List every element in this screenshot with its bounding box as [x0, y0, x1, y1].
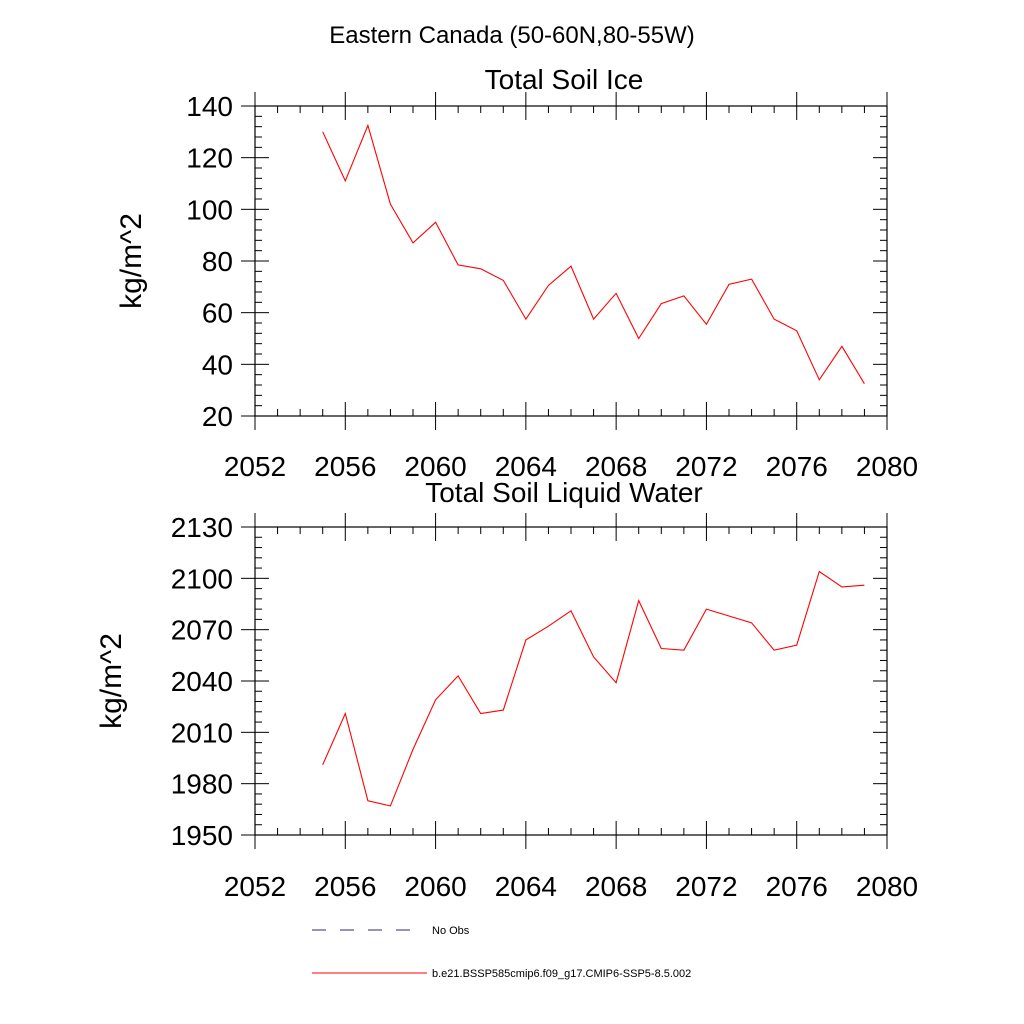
- y-tick-label: 100: [186, 194, 233, 225]
- x-tick-label: 2076: [766, 451, 828, 482]
- x-tick-label: 2080: [856, 871, 918, 902]
- y-tick-label: 2100: [171, 563, 233, 594]
- panel-total-soil-ice: Total Soil Ice kg/m^2 2052 2056 2060 2064 20…: [115, 64, 918, 482]
- series-line: [322, 570, 865, 807]
- y-tick-label: 2010: [171, 717, 233, 748]
- y-tick-label: 140: [186, 91, 233, 122]
- x-tick-label: 2072: [675, 451, 737, 482]
- x-tick-label: 2056: [314, 871, 376, 902]
- x-tick-label: 2056: [314, 451, 376, 482]
- panel-total-soil-liquid-water: Total Soil Liquid Water kg/m^2 2052 2056 2…: [95, 477, 918, 902]
- y-tick-label: 80: [202, 246, 233, 277]
- legend-label-model: b.e21.BSSP585cmip6.f09_g17.CMIP6-SSP5-8.…: [432, 968, 691, 980]
- x-tick-label: 2052: [224, 871, 286, 902]
- x-tick-label: 2060: [404, 451, 466, 482]
- x-tick-label: 2060: [404, 871, 466, 902]
- x-tick-label: 2064: [495, 451, 557, 482]
- x-tick-label: 2068: [585, 871, 647, 902]
- x-tick-label: 2068: [585, 451, 647, 482]
- plot-frame: [254, 105, 888, 417]
- y-axis-label: kg/m^2: [95, 633, 128, 729]
- y-tick-label: 60: [202, 298, 233, 329]
- y-tick-label: 120: [186, 143, 233, 174]
- y-tick-label: 2040: [171, 666, 233, 697]
- y-tick-label: 2070: [171, 615, 233, 646]
- y-tick-label: 1980: [171, 769, 233, 800]
- y-tick-label: 40: [202, 349, 233, 380]
- x-tick-label: 2064: [495, 871, 557, 902]
- y-tick-label: 20: [202, 401, 233, 432]
- ticks: 2052 2056 2060 2064 2068 2072 2076 2080 1950 1980…: [171, 512, 918, 902]
- x-tick-label: 2072: [675, 871, 737, 902]
- plot-area: [322, 570, 865, 807]
- y-tick-label: 1950: [171, 820, 233, 851]
- panel-title: Total Soil Liquid Water: [425, 477, 703, 508]
- y-tick-label: 2130: [171, 512, 233, 543]
- ticks: 2052 2056 2060 2064 2068 2072 2076 2080 20 40 60 80…: [186, 91, 918, 482]
- plot-frame: [254, 526, 888, 836]
- panel-title: Total Soil Ice: [485, 64, 644, 95]
- x-tick-label: 2076: [766, 871, 828, 902]
- legend-label-no-obs: No Obs: [432, 925, 470, 937]
- y-axis-label: kg/m^2: [115, 213, 148, 309]
- legend: No Obs b.e21.BSSP585cmip6.f09_g17.CMIP6-…: [312, 925, 691, 980]
- x-tick-label: 2052: [224, 451, 286, 482]
- series-line: [322, 123, 865, 384]
- plot-area: [322, 123, 865, 384]
- x-tick-label: 2080: [856, 451, 918, 482]
- figure-title: Eastern Canada (50-60N,80-55W): [329, 22, 695, 49]
